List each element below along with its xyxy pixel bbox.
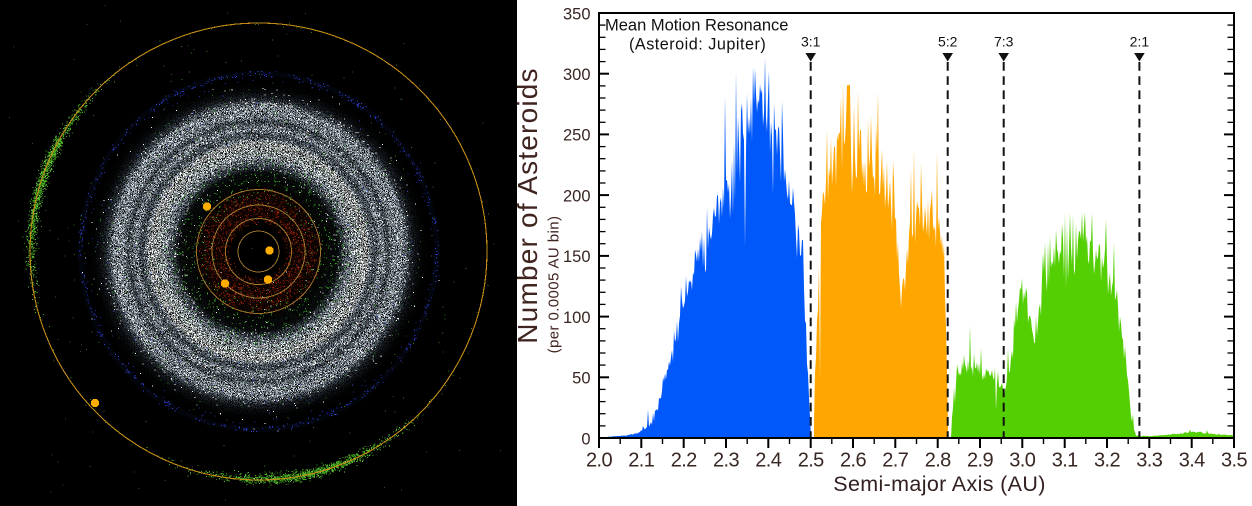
svg-text:2.0: 2.0 [586,450,612,472]
svg-text:7:3: 7:3 [994,34,1014,50]
svg-text:2.7: 2.7 [882,450,908,472]
svg-text:100: 100 [563,309,591,327]
svg-text:350: 350 [563,5,591,23]
svg-text:Semi-major Axis (AU): Semi-major Axis (AU) [833,472,1045,496]
svg-text:Mean Motion Resonance: Mean Motion Resonance [605,17,788,35]
svg-text:3.1: 3.1 [1052,450,1078,472]
svg-text:0: 0 [581,430,590,448]
svg-text:2.2: 2.2 [671,450,697,472]
svg-text:Number of Asteroids: Number of Asteroids [517,67,543,343]
svg-text:3.3: 3.3 [1136,450,1162,472]
svg-text:2.1: 2.1 [628,450,654,472]
svg-text:3.0: 3.0 [1009,450,1035,472]
svg-text:3:1: 3:1 [801,34,821,50]
svg-text:3.5: 3.5 [1221,450,1247,472]
svg-text:2.9: 2.9 [967,450,993,472]
svg-text:2.3: 2.3 [713,450,739,472]
svg-text:200: 200 [563,187,591,205]
svg-text:5:2: 5:2 [938,34,958,50]
svg-text:300: 300 [563,66,591,84]
svg-text:3.4: 3.4 [1179,450,1205,472]
svg-text:2.5: 2.5 [798,450,824,472]
svg-text:250: 250 [563,127,591,145]
svg-text:3.2: 3.2 [1094,450,1120,472]
svg-text:(per 0.0005 AU bin): (per 0.0005 AU bin) [546,216,563,354]
svg-text:50: 50 [572,370,590,388]
svg-text:2.8: 2.8 [925,450,951,472]
svg-text:2.6: 2.6 [840,450,866,472]
svg-text:150: 150 [563,248,591,266]
svg-text:(Asteroid: Jupiter): (Asteroid: Jupiter) [629,36,766,54]
svg-text:2.4: 2.4 [755,450,781,472]
svg-text:2:1: 2:1 [1130,34,1150,50]
